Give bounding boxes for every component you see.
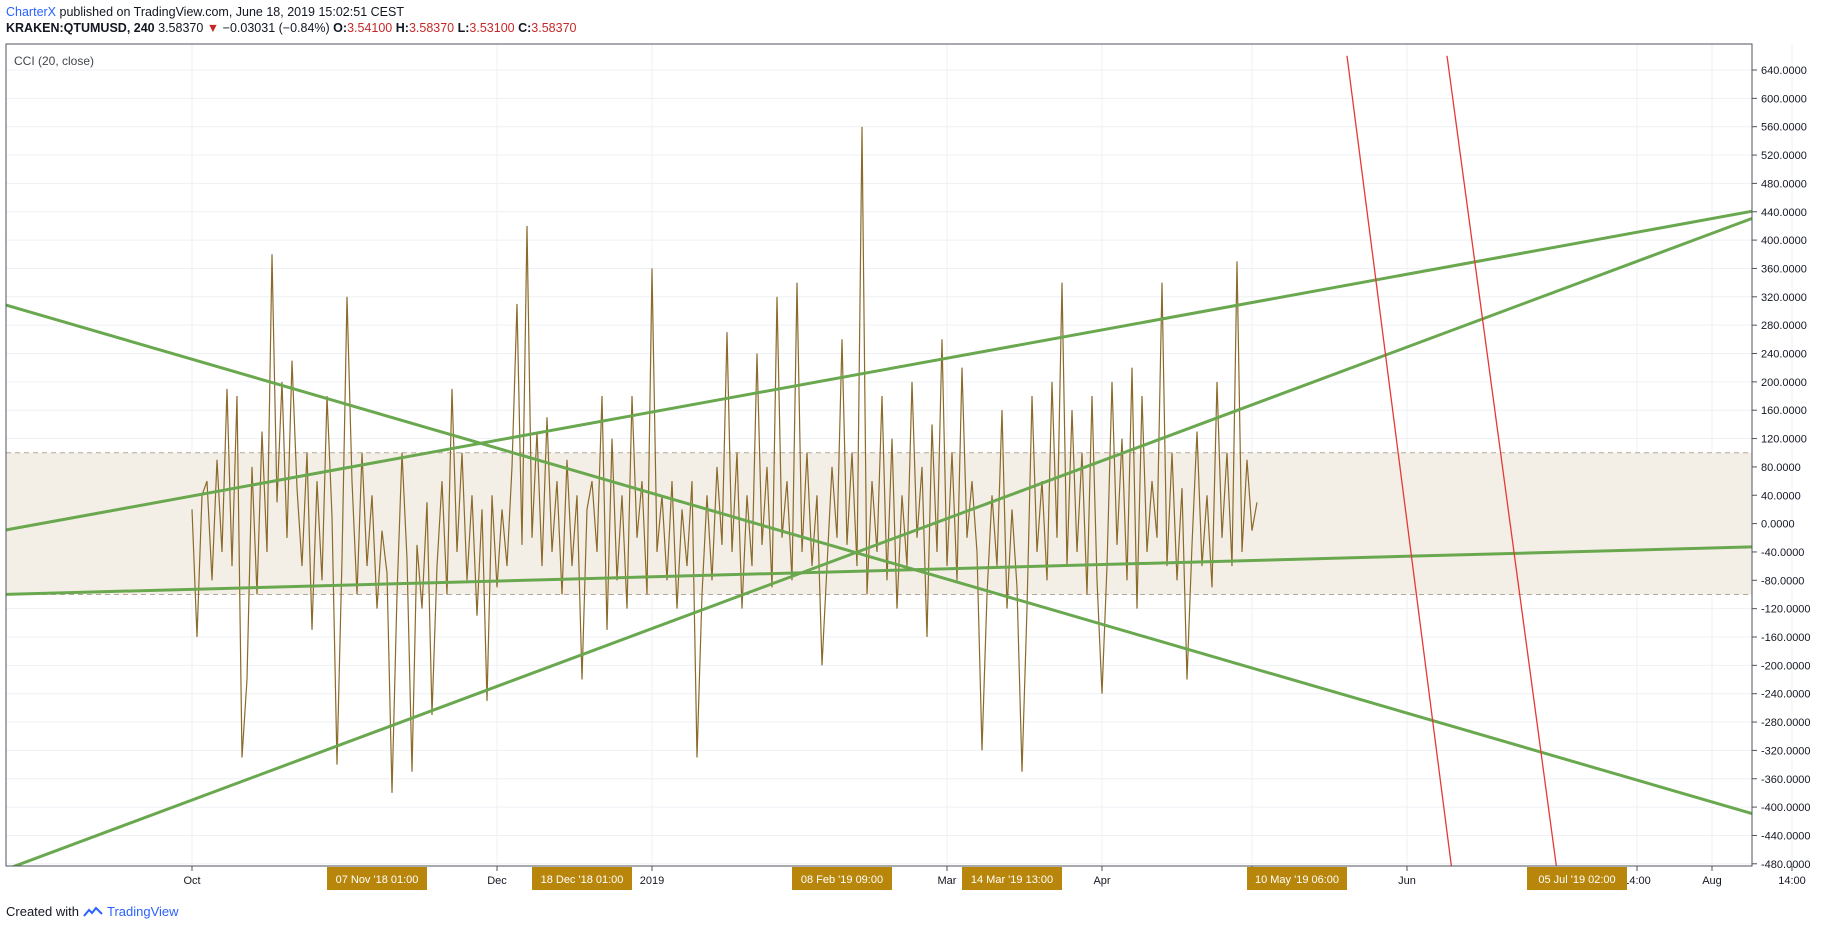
- high-label: H:: [395, 21, 409, 35]
- down-arrow-icon: ▼: [206, 21, 220, 35]
- y-tick-label: -240.0000: [1761, 689, 1811, 701]
- published-text: published on TradingView.com, June 18, 2…: [56, 5, 404, 19]
- y-tick-label: 360.0000: [1761, 263, 1807, 275]
- y-tick-label: -480.0000: [1761, 859, 1811, 871]
- green-trendline[interactable]: [2, 545, 1827, 596]
- y-tick-label: -400.0000: [1761, 802, 1811, 814]
- y-tick-label: 80.0000: [1761, 462, 1801, 474]
- y-tick-label: 120.0000: [1761, 434, 1807, 446]
- open-label: O:: [333, 21, 348, 35]
- y-tick-label: -40.0000: [1761, 547, 1804, 559]
- high-value: 3.58370: [408, 21, 455, 35]
- y-tick-label: 400.0000: [1761, 235, 1807, 247]
- y-tick-label: -200.0000: [1761, 660, 1811, 672]
- green-trendline[interactable]: [2, 190, 1827, 870]
- tradingview-brand[interactable]: TradingView: [106, 904, 179, 919]
- y-tick-label: 200.0000: [1761, 377, 1807, 389]
- indicator-label: CCI (20, close): [14, 54, 94, 68]
- y-tick-label: -120.0000: [1761, 604, 1811, 616]
- y-tick-label: -440.0000: [1761, 830, 1811, 842]
- date-tag: 07 Nov '18 01:00: [327, 867, 427, 890]
- y-tick-label: 240.0000: [1761, 349, 1807, 361]
- y-tick-label: -320.0000: [1761, 745, 1811, 757]
- date-tag-label: 08 Feb '19 09:00: [801, 874, 883, 886]
- x-tick-label: Mar: [938, 875, 957, 887]
- date-tag: 18 Dec '18 01:00: [532, 867, 632, 890]
- x-tick-label: 14:00: [1623, 875, 1651, 887]
- y-tick-label: -80.0000: [1761, 575, 1804, 587]
- date-tag-bg: [792, 867, 892, 890]
- date-tag: 05 Jul '19 02:00: [1527, 867, 1627, 890]
- x-tick-label: Dec: [487, 875, 507, 887]
- ohlc-line: KRAKEN:QTUMUSD, 240 3.58370 ▼ −0.03031 (…: [6, 20, 576, 36]
- close-label: C:: [518, 21, 532, 35]
- red-trendline[interactable]: [1346, 55, 1453, 871]
- green-trendline[interactable]: [2, 198, 1827, 532]
- date-tag-bg: [327, 867, 427, 890]
- date-tag-bg: [532, 867, 632, 890]
- tradingview-logo-icon: [83, 906, 103, 917]
- date-tag: 14 Mar '19 13:00: [962, 867, 1062, 890]
- date-tag-label: 07 Nov '18 01:00: [336, 874, 419, 886]
- date-tag-bg: [1527, 867, 1627, 890]
- chart-header: CharterX published on TradingView.com, J…: [6, 4, 576, 36]
- publish-line: CharterX published on TradingView.com, J…: [6, 4, 576, 20]
- y-tick-label: -160.0000: [1761, 632, 1811, 644]
- date-tag-bg: [1247, 867, 1347, 890]
- y-tick-label: 320.0000: [1761, 292, 1807, 304]
- y-axis[interactable]: 640.0000 600.0000 560.0000 520.0000 480.0000…: [1752, 65, 1811, 871]
- symbol-label: KRAKEN:QTUMUSD, 240: [6, 21, 155, 35]
- date-tag-bg: [962, 867, 1062, 890]
- y-tick-label: -280.0000: [1761, 717, 1811, 729]
- cci-series-line: [191, 126, 1258, 793]
- close-value: 3.58370: [531, 21, 577, 35]
- y-tick-label: 560.0000: [1761, 122, 1807, 134]
- last-price: 3.58370: [158, 21, 204, 35]
- y-tick-label: 520.0000: [1761, 150, 1807, 162]
- open-value: 3.54100: [347, 21, 393, 35]
- x-tick-label: Aug: [1702, 875, 1722, 887]
- x-tick-label: Oct: [183, 875, 200, 887]
- x-tick-label: 2019: [640, 875, 664, 887]
- date-tag: 10 May '19 06:00: [1247, 867, 1347, 890]
- trendlines: [2, 55, 1827, 871]
- y-tick-label: -360.0000: [1761, 774, 1811, 786]
- y-tick-label: 160.0000: [1761, 405, 1807, 417]
- y-tick-label: 280.0000: [1761, 320, 1807, 332]
- date-tag-label: 18 Dec '18 01:00: [541, 874, 624, 886]
- date-tag-label: 14 Mar '19 13:00: [971, 874, 1053, 886]
- x-tick-label: 14:00: [1778, 875, 1806, 887]
- plot-frame: [5, 43, 1753, 867]
- date-tag: 08 Feb '19 09:00: [792, 867, 892, 890]
- low-label: L:: [457, 21, 470, 35]
- y-tick-label: 600.0000: [1761, 93, 1807, 105]
- x-tick-label: Jun: [1398, 875, 1416, 887]
- y-tick-label: 40.0000: [1761, 490, 1801, 502]
- created-with-text: Created with: [6, 904, 79, 919]
- x-tick-label: Apr: [1093, 875, 1110, 887]
- y-tick-label: 0.0000: [1761, 519, 1795, 531]
- low-value: 3.53100: [469, 21, 515, 35]
- y-tick-label: 480.0000: [1761, 178, 1807, 190]
- red-trendline[interactable]: [1446, 55, 1557, 871]
- date-tag-label: 10 May '19 06:00: [1255, 874, 1339, 886]
- y-tick-label: 640.0000: [1761, 65, 1807, 77]
- y-tick-label: 440.0000: [1761, 207, 1807, 219]
- footer: Created with TradingView: [6, 904, 179, 919]
- price-change: −0.03031 (−0.84%): [222, 21, 330, 35]
- date-tag-label: 05 Jul '19 02:00: [1538, 874, 1615, 886]
- author-link[interactable]: CharterX: [6, 5, 57, 19]
